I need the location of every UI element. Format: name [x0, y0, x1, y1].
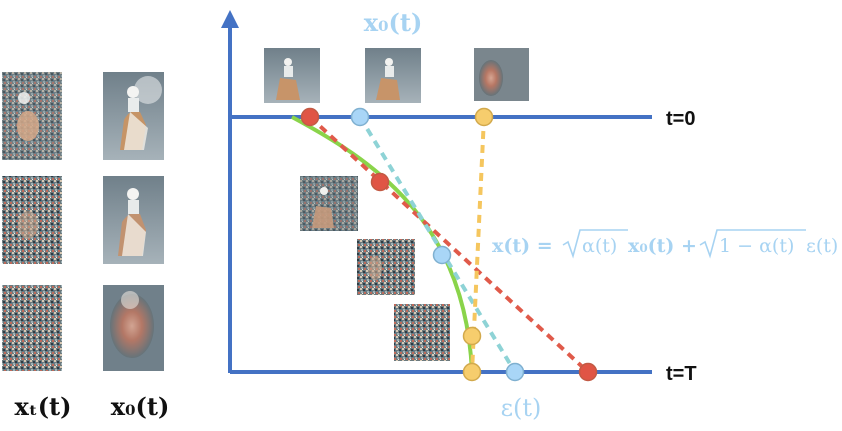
x0-column-label: x₀(t): [111, 392, 170, 421]
red-point: [578, 362, 598, 382]
red-point: [370, 172, 390, 192]
sqrt-sign-icon: [699, 229, 806, 259]
yellow-point: [474, 107, 494, 127]
equation-lhs: x(t) =: [492, 235, 553, 257]
red-dashed-line: [308, 115, 590, 374]
sqrt-sign-icon: [562, 229, 628, 259]
horse-rider-noisy-image: [2, 72, 62, 160]
x0-top-label: x₀(t): [364, 8, 423, 37]
horse-rider-thumbnail: [474, 48, 529, 101]
xt-column-label: xₜ(t): [15, 392, 72, 421]
curve-thumbnails: [300, 176, 450, 361]
equation: x(t) = α(t) x₀(t) + 1 − α(t) ε(t): [492, 229, 838, 259]
equation-sqrt1: α(t): [582, 235, 617, 257]
t0-label: t=0: [666, 108, 695, 130]
horse-rider-thumbnail: [264, 48, 320, 103]
right-image-column: [103, 72, 164, 371]
blue-point: [432, 245, 452, 265]
horse-rider-noisy-image: [2, 285, 62, 371]
red-point: [300, 107, 320, 127]
yellow-point: [462, 362, 482, 382]
horse-rider-noisy-image: [2, 176, 62, 264]
blue-point: [505, 362, 525, 382]
left-image-column: [2, 72, 62, 371]
epsilon-bottom-label: ε(t): [501, 394, 542, 422]
equation-sqrt2: 1 − α(t): [719, 235, 794, 257]
equation-rhs: ε(t): [806, 235, 838, 257]
green-trajectory-curve: [291, 115, 474, 373]
tT-label: t=T: [666, 363, 697, 385]
horse-rider-thumbnail: [365, 48, 421, 103]
horse-rider-thumbnail: [300, 176, 358, 231]
trajectory-points: [300, 107, 598, 382]
horse-rider-denoised-image: [103, 285, 164, 371]
top-thumbnails: [264, 48, 529, 103]
blue-dashed-line: [358, 115, 517, 374]
equation-mid: x₀(t) +: [628, 235, 697, 257]
axis-arrowhead-icon: [221, 10, 239, 28]
svg-text:x(t) =: x(t) =: [492, 235, 553, 257]
horse-rider-denoised-image: [103, 72, 164, 160]
horse-rider-denoised-image: [103, 176, 164, 264]
horse-rider-thumbnail: [394, 304, 450, 361]
yellow-point: [462, 326, 482, 346]
horse-rider-thumbnail: [357, 239, 415, 295]
blue-point: [350, 107, 370, 127]
